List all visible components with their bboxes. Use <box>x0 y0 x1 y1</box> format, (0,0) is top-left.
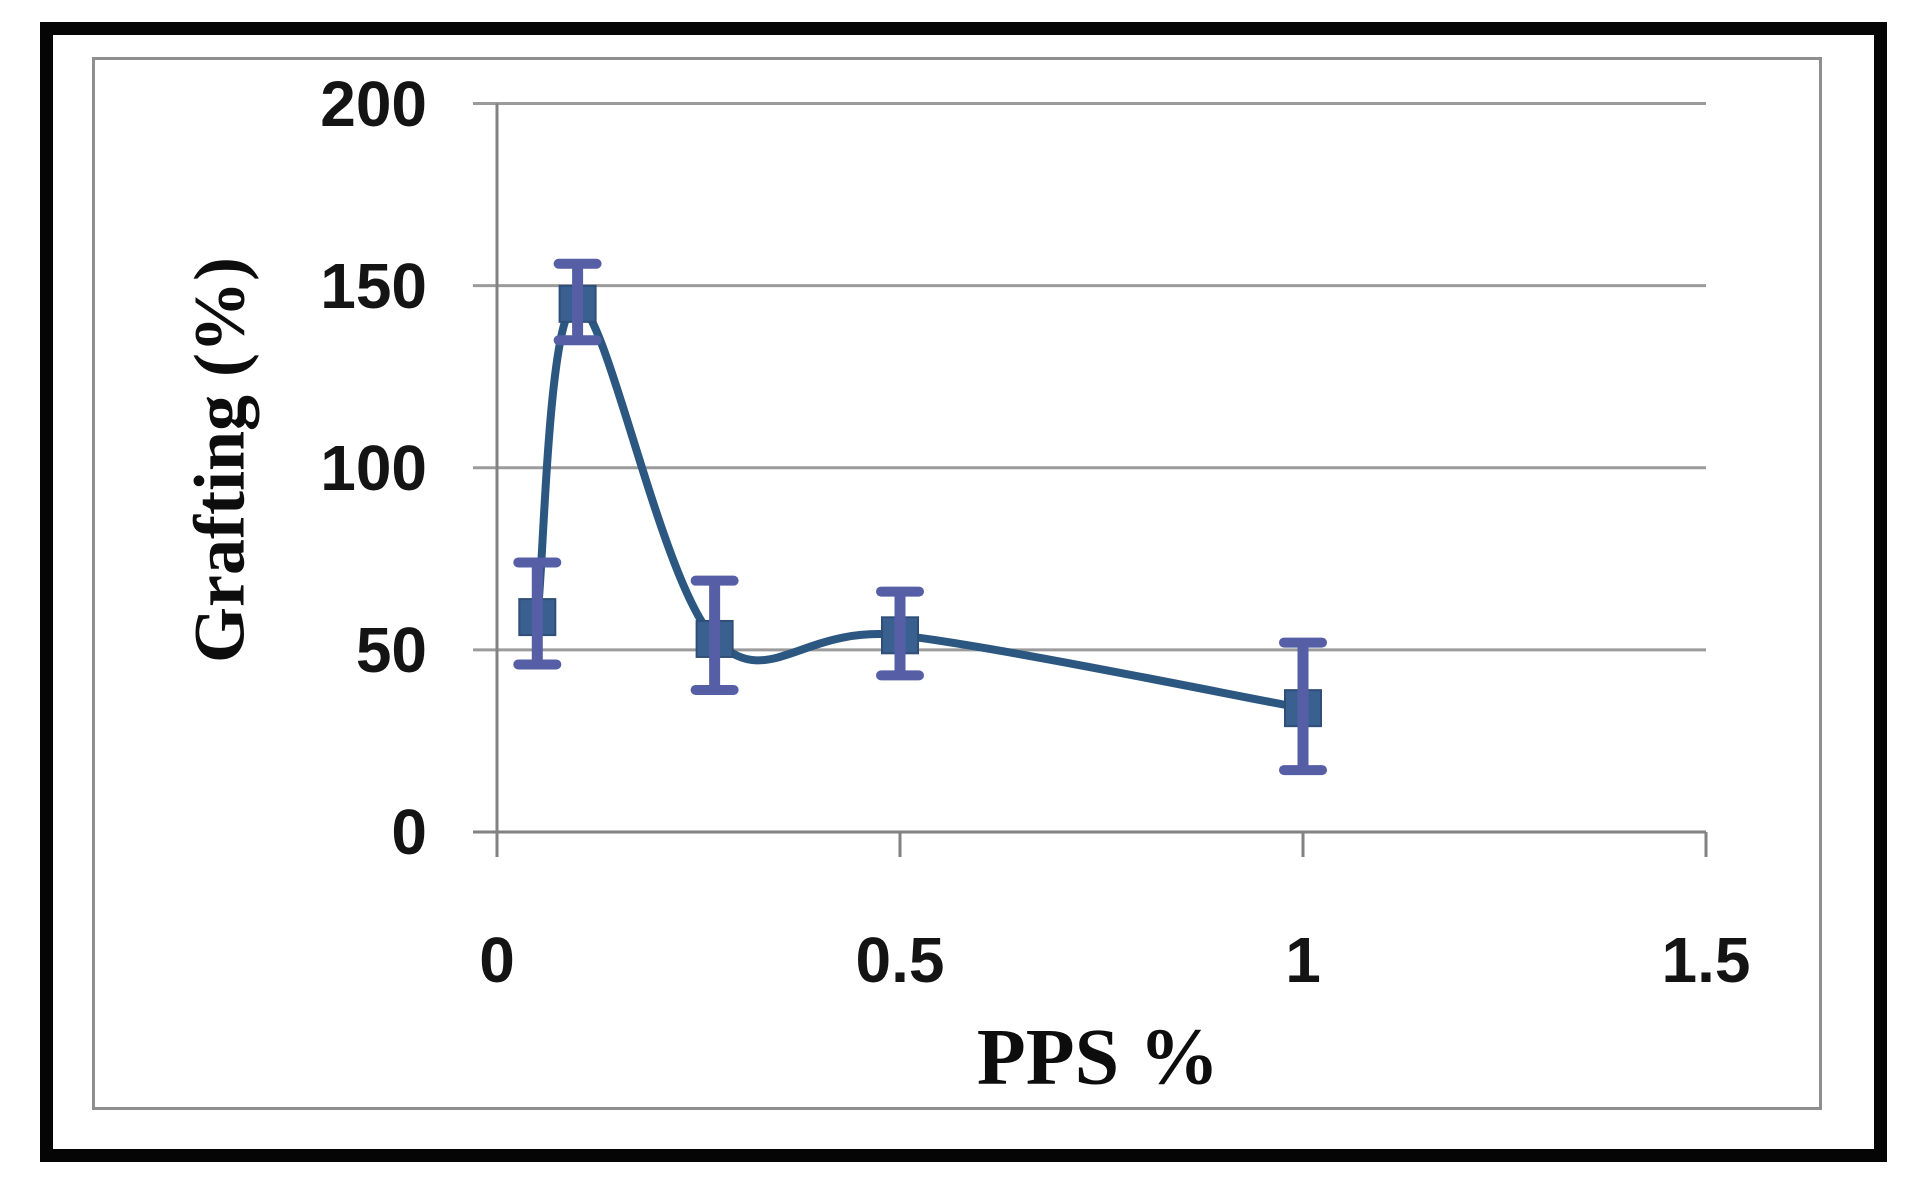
x-tick-label: 0.5 <box>855 924 945 996</box>
series-curve <box>533 299 1304 713</box>
x-tick-label: 1.5 <box>1661 924 1751 996</box>
x-axis-title: PPS % <box>976 1013 1220 1102</box>
y-tick-label: 200 <box>320 67 427 140</box>
error-bar-cap-top <box>553 258 602 269</box>
y-tick-label: 50 <box>355 613 427 686</box>
error-bar-cap-bottom <box>513 659 562 670</box>
x-tick-label: 1 <box>1285 924 1321 996</box>
error-bar-cap-bottom <box>876 670 924 681</box>
plot-border <box>92 57 1822 1110</box>
outer-border <box>40 22 1887 1162</box>
error-bar-cap-bottom <box>553 335 602 346</box>
error-bar-cap-top <box>513 557 562 568</box>
y-tick-label: 0 <box>391 796 427 868</box>
error-bar-cap-top <box>1279 637 1327 648</box>
error-bar-cap-bottom <box>1279 765 1327 776</box>
error-bar-cap-bottom <box>690 684 739 695</box>
y-tick-label: 150 <box>320 249 427 322</box>
y-tick-label: 100 <box>320 431 427 504</box>
x-tick-label: 0 <box>479 924 515 996</box>
y-axis-title: Grafting (%) <box>179 257 260 663</box>
error-bar-cap-top <box>690 575 739 586</box>
error-bar-cap-top <box>876 586 924 597</box>
